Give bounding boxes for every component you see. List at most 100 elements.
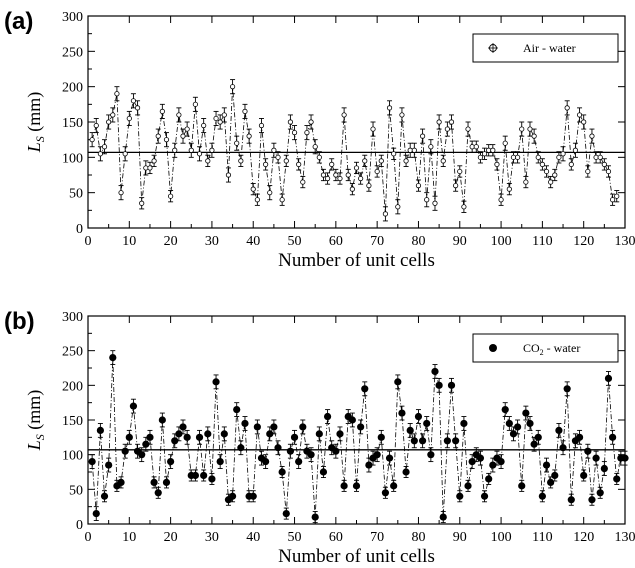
data-point bbox=[386, 105, 393, 111]
data-point bbox=[527, 126, 533, 132]
data-point bbox=[151, 158, 157, 164]
data-point bbox=[287, 119, 294, 125]
data-point bbox=[176, 112, 182, 118]
data-point bbox=[614, 193, 620, 199]
data-point bbox=[129, 402, 138, 410]
x-tick-label: 70 bbox=[370, 234, 384, 249]
data-point bbox=[271, 147, 277, 153]
data-point bbox=[304, 130, 310, 136]
data-point bbox=[117, 478, 125, 486]
data-point bbox=[122, 151, 128, 157]
data-point bbox=[180, 133, 186, 139]
data-point bbox=[428, 144, 434, 150]
data-point bbox=[188, 147, 194, 153]
data-point bbox=[584, 447, 592, 455]
data-point bbox=[610, 197, 616, 203]
x-tick-label: 0 bbox=[85, 234, 92, 249]
data-point bbox=[461, 204, 467, 210]
data-point bbox=[581, 119, 587, 125]
x-tick-label: 90 bbox=[453, 234, 467, 249]
x-tick-label: 30 bbox=[205, 530, 219, 545]
data-point bbox=[121, 447, 129, 455]
data-point bbox=[497, 458, 505, 466]
data-point bbox=[415, 183, 422, 189]
x-tick-label: 100 bbox=[491, 530, 512, 545]
data-point bbox=[267, 190, 273, 196]
series-line bbox=[91, 357, 625, 518]
data-point bbox=[357, 423, 365, 431]
data-point bbox=[506, 186, 512, 192]
data-point bbox=[340, 482, 348, 490]
data-point bbox=[250, 186, 256, 192]
data-point bbox=[184, 126, 190, 132]
data-point bbox=[242, 108, 248, 115]
data-point bbox=[411, 147, 417, 153]
data-point bbox=[233, 406, 241, 414]
data-point bbox=[358, 175, 364, 182]
data-point bbox=[204, 430, 212, 438]
x-tick-label: 60 bbox=[329, 530, 343, 545]
data-point bbox=[378, 158, 384, 164]
data-point bbox=[481, 151, 488, 157]
data-point bbox=[191, 471, 199, 480]
data-point bbox=[522, 409, 530, 417]
y-tick-label: 250 bbox=[62, 345, 83, 360]
x-tick-label: 100 bbox=[491, 234, 512, 249]
data-point bbox=[274, 444, 282, 452]
x-tick-label: 130 bbox=[615, 234, 635, 249]
data-point bbox=[534, 433, 542, 441]
data-point bbox=[171, 437, 179, 445]
data-point bbox=[295, 458, 303, 466]
data-point bbox=[390, 482, 398, 490]
data-point bbox=[564, 105, 570, 111]
data-point bbox=[201, 122, 207, 129]
data-point bbox=[423, 419, 431, 428]
data-point bbox=[237, 444, 245, 452]
data-point bbox=[398, 409, 406, 417]
data-point bbox=[585, 168, 591, 175]
data-point bbox=[254, 197, 260, 203]
data-point bbox=[432, 200, 438, 206]
data-point bbox=[147, 165, 153, 171]
data-point bbox=[374, 168, 380, 175]
data-point bbox=[332, 447, 340, 455]
data-point bbox=[456, 492, 464, 500]
x-tick-label: 130 bbox=[615, 530, 635, 545]
data-point bbox=[172, 147, 178, 153]
data-point bbox=[125, 433, 133, 441]
data-point bbox=[431, 367, 439, 376]
data-point bbox=[337, 175, 343, 182]
y-tick-label: 250 bbox=[62, 45, 83, 60]
data-point bbox=[253, 423, 261, 431]
data-point bbox=[477, 154, 484, 160]
data-point bbox=[130, 98, 137, 104]
data-point bbox=[443, 437, 451, 445]
data-point bbox=[526, 419, 534, 428]
data-point bbox=[275, 154, 281, 160]
data-point bbox=[196, 151, 203, 157]
data-point bbox=[490, 147, 496, 153]
data-point bbox=[531, 133, 537, 139]
x-tick-label: 40 bbox=[246, 530, 260, 545]
data-point bbox=[381, 489, 390, 497]
data-point bbox=[353, 165, 360, 171]
data-point bbox=[485, 475, 493, 483]
data-point bbox=[311, 513, 319, 521]
data-point bbox=[538, 492, 546, 500]
data-point bbox=[228, 492, 237, 500]
x-tick-label: 10 bbox=[122, 234, 136, 249]
panel-label-b: (b) bbox=[4, 308, 35, 335]
data-point bbox=[563, 385, 571, 393]
data-point bbox=[221, 112, 227, 118]
data-point bbox=[452, 437, 460, 445]
data-point bbox=[535, 154, 541, 160]
x-tick-label: 120 bbox=[573, 530, 594, 545]
data-point bbox=[345, 172, 351, 178]
x-axis-label: Number of unit cells bbox=[278, 250, 435, 271]
data-point bbox=[282, 510, 290, 518]
data-point bbox=[291, 130, 298, 136]
data-point bbox=[175, 430, 183, 438]
data-point bbox=[279, 197, 285, 203]
y-tick-label: 300 bbox=[62, 10, 83, 25]
data-point bbox=[307, 451, 315, 459]
